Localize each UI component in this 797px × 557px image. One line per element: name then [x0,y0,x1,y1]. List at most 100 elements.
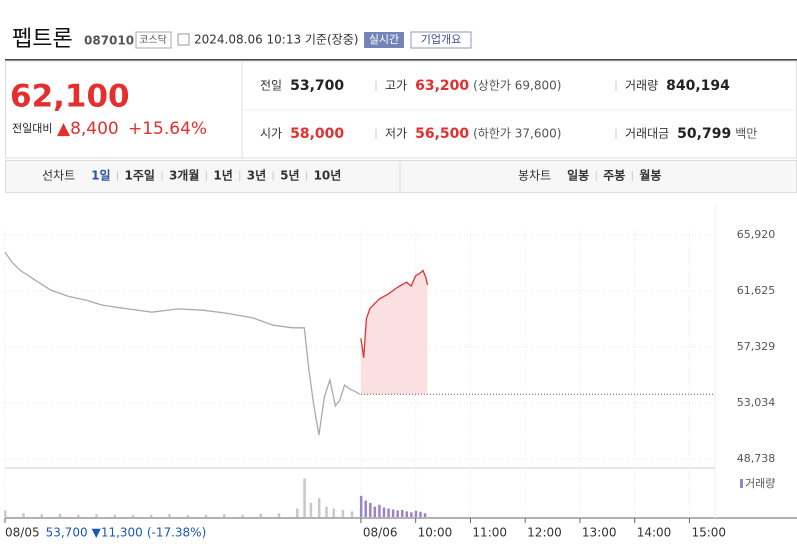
stat-extra: 백만 [735,127,757,141]
volume-bar [400,509,404,517]
company-button[interactable] [410,31,472,49]
volume-bar [382,507,386,517]
volume-bar [350,511,354,517]
stat-label: 시가 [260,127,282,141]
stat-label: 전일 [260,79,282,93]
stat-value: 50,799 [677,126,731,142]
y-tick-label: 57,329 [737,340,776,353]
change: ▲8,400 [57,119,119,139]
stat-value: 56,500 [415,126,469,142]
volume-bar [303,478,306,517]
stat-label: 고가 [385,79,407,93]
candle-tab[interactable]: 주봉 [603,169,625,183]
stock-code: 087010 [84,34,134,48]
volume-bar [423,513,427,517]
tab-bar [5,160,797,193]
x-tick-label: 13:00 [582,526,617,540]
x-tick-label: 10:00 [418,526,453,540]
volume-bar [4,510,7,517]
volume-bar [325,506,328,517]
volume-bar [241,514,244,517]
x-tick-label: 15:00 [691,526,726,540]
prev-day-note: 53,700 [46,526,88,540]
volume-bar [186,515,190,517]
volume-bar [410,512,413,517]
realtime: 실시간 [369,33,399,46]
x-tick-label: 08/06 [363,526,398,540]
volume-bar [373,506,377,517]
prev-day-note: ▼11,300 [92,526,143,540]
period-tab[interactable]: 3개월 [169,168,199,183]
volume-bar [396,510,399,517]
volume-bar [22,513,25,517]
period-tab[interactable]: 1일 [91,169,110,183]
tab-group-label: 봉차트 [518,169,551,183]
change-pct: +15.64% [128,119,207,139]
period-tab[interactable]: 10년 [314,169,342,183]
market-badge [135,31,172,49]
volume-bar [77,514,80,517]
volume-bar [223,514,226,517]
stat-value: 58,000 [290,126,344,142]
timestamp: 2024.08.06 10:13 기준(장중) [194,33,358,47]
stat-extra: (상한가 69,800) [473,79,561,93]
prev-day-note: (-17.38%) [147,526,206,540]
volume-bar [150,514,153,517]
price: 62,100 [10,79,130,115]
volume-bar [419,511,422,517]
volume-bar [113,514,117,517]
stat-label: 거래량 [625,79,658,93]
period-tab[interactable]: 3년 [247,169,266,183]
volume-bar [277,513,281,517]
period-tab[interactable]: 5년 [280,169,299,183]
volume-bar [359,495,363,517]
stat-label: 저가 [385,127,407,141]
y-tick-label: 48,738 [737,452,776,465]
company-button-label[interactable]: 기업개요 [421,33,461,46]
calendar-icon [177,33,190,46]
volume-bar [405,511,409,517]
stat-value: 63,200 [415,78,469,94]
x-tick-label: 11:00 [472,526,507,540]
volume-bar [369,502,372,517]
stock-name: 펩트론 [12,27,73,52]
volume-bar [296,508,299,517]
period-tab[interactable]: 1주일 [125,169,155,183]
volume-bar [58,513,62,517]
period-tab[interactable]: 1년 [213,169,232,183]
volume-bar [364,500,367,517]
volume-bar [259,513,263,517]
volume-bar [131,515,135,517]
volume-bar [332,508,336,517]
volume-bar [387,508,390,517]
x-tick-label: 12:00 [527,526,562,540]
volume-legend-swatch [740,479,743,488]
x-tick-label: 14:00 [637,526,672,540]
price-line [360,269,429,358]
candle-tab[interactable]: 일봉 [567,169,589,183]
volume-bar [309,502,313,517]
y-tick-label: 53,034 [737,396,776,409]
change-label: 전일대비 [12,121,52,135]
volume-bar [378,504,381,517]
y-tick-label: 65,920 [737,228,776,241]
volume-legend: 거래량 [745,477,775,490]
volume-bar [341,509,345,517]
volume-bar [317,498,321,517]
volume-bar [95,514,98,517]
volume-bar [40,514,44,517]
stat-value: 840,194 [666,78,730,94]
stat-label: 거래대금 [625,127,669,141]
candle-tab[interactable]: 월봉 [639,168,661,183]
stat-value: 53,700 [290,78,344,94]
y-tick-label: 61,625 [737,284,776,297]
market: 코스닥 [139,34,167,46]
realtime-badge [364,32,404,48]
stat-extra: (하한가 37,600) [473,127,561,141]
volume-bar [168,514,171,517]
x-tick-label: 08/05 [5,526,40,540]
volume-bar [391,509,395,517]
volume-bar [204,514,208,517]
